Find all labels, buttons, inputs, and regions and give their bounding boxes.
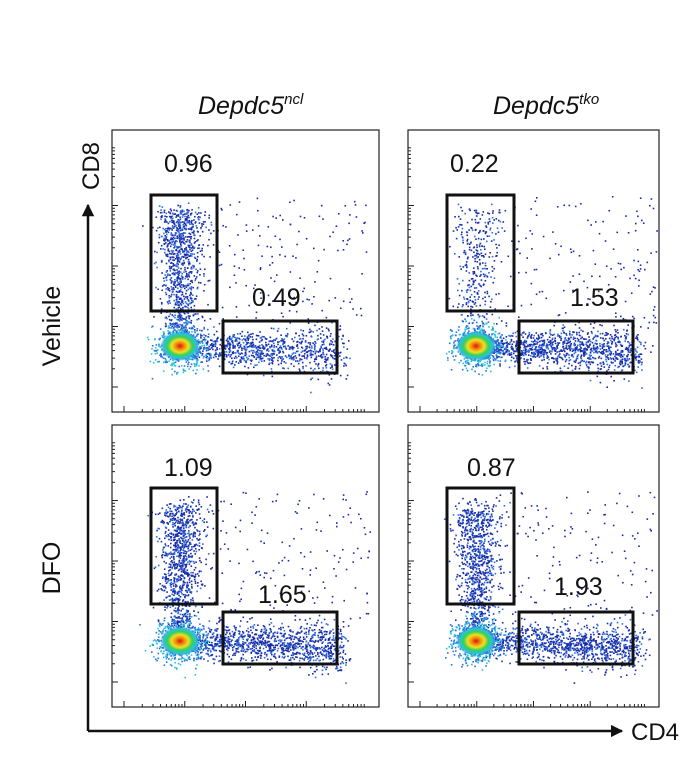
double-negative-core bbox=[456, 331, 496, 361]
double-negative-core bbox=[160, 331, 200, 361]
panel-ticks bbox=[408, 442, 645, 707]
panel-4: 0.87 1.93 bbox=[407, 424, 660, 708]
panel-ticks bbox=[408, 147, 645, 412]
gate-cd8-percent: 0.96 bbox=[164, 150, 213, 178]
panel-grid: 0.96 0.49 0.22 1.53 1.09 1.65 0.87 1.93 bbox=[111, 129, 660, 708]
gate-cd4-percent: 1.93 bbox=[554, 573, 603, 601]
gate-cd8 bbox=[445, 193, 516, 313]
gate-cd8 bbox=[149, 193, 219, 313]
x-axis-label: CD4 bbox=[631, 719, 679, 746]
panel-frame bbox=[407, 129, 660, 413]
panel-ticks bbox=[112, 442, 365, 707]
gate-cd8-percent: 0.22 bbox=[450, 150, 499, 178]
column-title-2: Depdc5tko bbox=[493, 91, 599, 120]
panel-frame bbox=[407, 424, 660, 708]
row-label-vehicle: Vehicle bbox=[38, 286, 66, 367]
panel-3: 1.09 1.65 bbox=[111, 424, 380, 708]
gate-cd4 bbox=[221, 319, 339, 375]
y-axis-label: CD8 bbox=[78, 142, 105, 190]
gate-cd8 bbox=[445, 486, 516, 606]
gate-cd4-percent: 0.49 bbox=[252, 284, 301, 312]
double-negative-core bbox=[456, 626, 496, 656]
gate-cd8 bbox=[149, 486, 219, 606]
gate-cd4 bbox=[517, 610, 635, 666]
panel-2: 0.22 1.53 bbox=[407, 129, 660, 413]
gate-cd4 bbox=[221, 610, 339, 666]
double-negative-core bbox=[160, 626, 200, 656]
gate-cd4-percent: 1.65 bbox=[258, 581, 307, 609]
row-label-dfo: DFO bbox=[38, 542, 66, 595]
panel-ticks bbox=[112, 147, 365, 412]
gate-cd8-percent: 0.87 bbox=[467, 454, 516, 482]
gate-cd4-percent: 1.53 bbox=[570, 284, 619, 312]
panel-1: 0.96 0.49 bbox=[111, 129, 380, 413]
gate-cd8-percent: 1.09 bbox=[164, 454, 213, 482]
column-title-1: Depdc5ncl bbox=[198, 91, 304, 120]
gate-cd4 bbox=[517, 319, 635, 375]
